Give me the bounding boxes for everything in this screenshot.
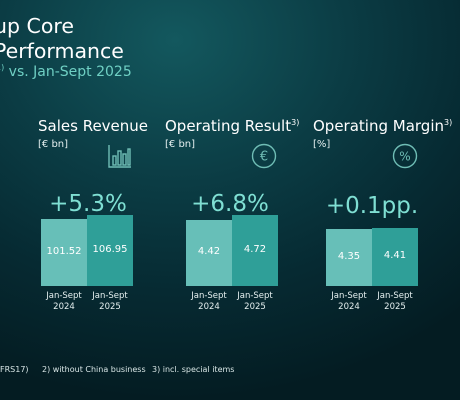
operating-result-bar-1 [186, 220, 232, 286]
operating-margin-title-text: Operating Margin [313, 117, 444, 135]
sales-revenue-unit: [€ bn] [38, 139, 69, 150]
operating-margin-title-sup: 3) [444, 118, 453, 127]
bar-chart-icon [108, 145, 131, 168]
sales-revenue-title-text: Sales Revenue [38, 117, 149, 135]
page-subtitle: 1) vs. Jan-Sept 2025 [0, 63, 132, 80]
footnote-2: 2) without China business [42, 365, 146, 374]
euro-icon: € [251, 143, 277, 169]
subtitle-text: vs. Jan-Sept 2025 [4, 64, 132, 80]
operating-margin-category-label-2: Jan-Sept 2025 [377, 291, 413, 312]
sales-revenue-value-label-2: 106.95 [92, 243, 128, 255]
sales-revenue-category-label-2: Jan-Sept 2025 [92, 291, 128, 312]
operating-margin-change: +0.1pp. [325, 193, 419, 219]
operating-result-change: +6.8% [191, 191, 269, 217]
operating-result-unit: [€ bn] [165, 139, 196, 150]
sales-revenue-title: Sales Revenue [38, 117, 148, 135]
percent-icon: % [392, 143, 418, 169]
sales-revenue-bar-2 [87, 215, 133, 286]
svg-text:%: % [399, 150, 410, 164]
operating-result-title-sup: 3) [291, 118, 300, 127]
operating-result-bar-2 [232, 215, 278, 286]
footnote-3: 3) incl. special items [152, 365, 235, 374]
operating-margin-value-label-1: 4.35 [337, 250, 361, 262]
title-line-2: Performance [0, 39, 124, 63]
operating-margin-unit: [%] [313, 139, 331, 150]
footnote-1: FRS17) [0, 365, 29, 374]
operating-result-title-text: Operating Result [165, 117, 292, 135]
page-title: up Core Performance [0, 14, 124, 64]
operating-result-category-label-1: Jan-Sept 2024 [191, 291, 227, 312]
sales-revenue-category-label-1: Jan-Sept 2024 [46, 291, 82, 312]
operating-margin-bar-2 [372, 228, 418, 286]
title-line-1: up Core [0, 14, 74, 38]
sales-revenue-bar-1 [41, 219, 87, 286]
svg-text:€: € [260, 150, 268, 165]
operating-result-value-label-2: 4.72 [243, 243, 267, 255]
sales-revenue-value-label-1: 101.52 [46, 245, 82, 257]
operating-margin-bar-1 [326, 229, 372, 286]
operating-margin-value-label-2: 4.41 [383, 250, 407, 261]
operating-margin-category-label-1: Jan-Sept 2024 [331, 291, 367, 312]
operating-margin-title: Operating Margin3) [313, 117, 452, 135]
operating-result-category-label-2: Jan-Sept 2025 [237, 291, 273, 312]
operating-result-value-label-1: 4.42 [197, 246, 221, 257]
subtitle-footnote-mark: 1) [0, 63, 5, 72]
operating-result-title: Operating Result3) [165, 117, 299, 135]
sales-revenue-change: +5.3% [49, 191, 127, 217]
